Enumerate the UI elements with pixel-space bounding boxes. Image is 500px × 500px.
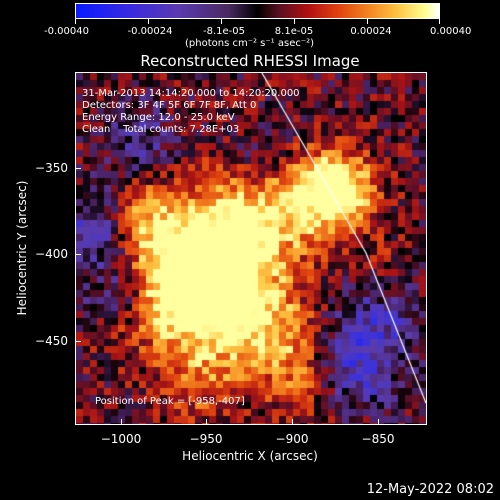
colorbar-tick-label: 0.00024 <box>350 26 392 37</box>
peak-position: Position of Peak = [-958,-407] <box>95 396 245 407</box>
colorbar-tick-mark <box>439 19 440 24</box>
y-tick-mark <box>75 254 81 255</box>
info-clean-counts: Clean Total counts: 7.28E+03 <box>82 124 240 135</box>
y-tick-mark <box>75 341 81 342</box>
y-tick-label: −450 <box>35 334 68 348</box>
info-energy-range: Energy Range: 12.0 - 25.0 keV <box>82 112 235 123</box>
colorbar <box>75 3 440 19</box>
y-tick-label: −400 <box>35 247 68 261</box>
y-tick-mark <box>75 168 81 169</box>
x-tick-label: −950 <box>189 432 223 446</box>
colorbar-tick-mark <box>148 19 149 24</box>
hxr-image-map <box>76 73 426 424</box>
y-axis-label: Heliocentric Y (arcsec) <box>15 180 29 316</box>
colorbar-tick-mark <box>221 19 222 24</box>
footer-timestamp: 12-May-2022 08:02 <box>366 482 494 497</box>
x-tick-mark <box>121 419 122 425</box>
info-time-range: 31-Mar-2013 14:14:20.000 to 14:20:20.000 <box>82 88 300 99</box>
x-tick-label: −850 <box>361 432 395 446</box>
x-tick-mark <box>378 419 379 425</box>
info-detectors: Detectors: 3F 4F 5F 6F 7F 8F, Att 0 <box>82 100 257 111</box>
colorbar-units: (photons cm⁻² s⁻¹ asec⁻²) <box>185 38 315 49</box>
x-tick-mark <box>292 419 293 425</box>
colorbar-tick-mark <box>367 19 368 24</box>
colorbar-tick-label: -0.00024 <box>127 26 173 37</box>
colorbar-tick-label: -0.00040 <box>44 26 89 37</box>
image-plot <box>75 72 427 425</box>
x-tick-label: −900 <box>275 432 309 446</box>
colorbar-tick-label: 8.1e-05 <box>274 26 314 37</box>
x-tick-mark <box>206 419 207 425</box>
y-tick-label: −350 <box>35 161 68 175</box>
colorbar-tick-mark <box>294 19 295 24</box>
x-axis-label: Heliocentric X (arcsec) <box>182 449 318 463</box>
colorbar-tick-label: 0.00040 <box>430 26 472 37</box>
image-title: Reconstructed RHESSI Image <box>140 52 360 70</box>
colorbar-tick-mark <box>75 19 76 24</box>
colorbar-tick-label: -8.1e-05 <box>203 26 245 37</box>
x-tick-label: −1000 <box>100 432 142 446</box>
